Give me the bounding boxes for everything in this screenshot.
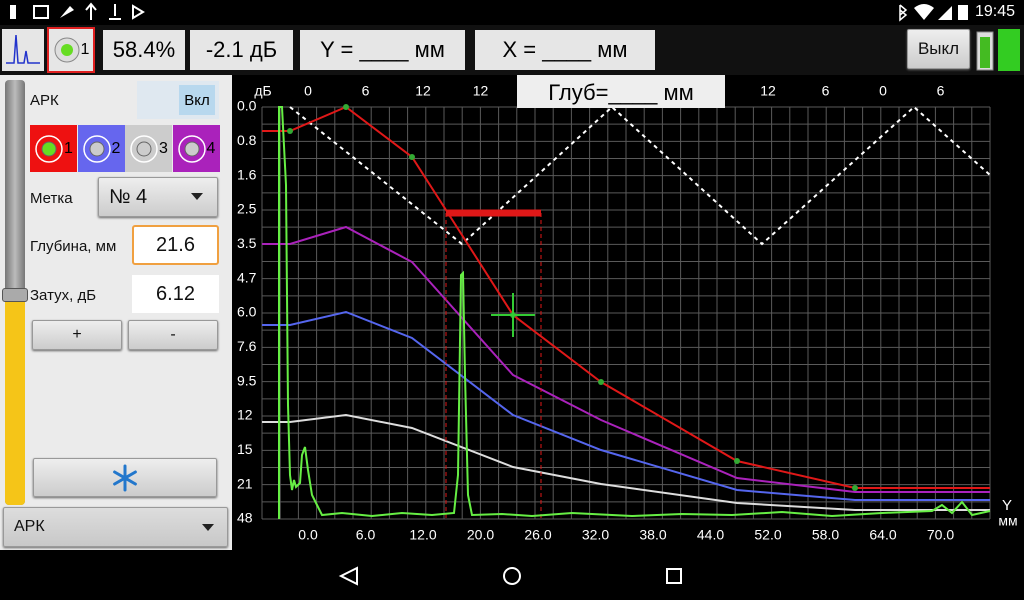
top-tick-label: 12 <box>415 83 431 99</box>
x-tick-label: 64.0 <box>869 527 896 543</box>
depth-box <box>517 75 725 108</box>
top-tick-label: 12 <box>473 83 489 99</box>
top-tick-label: 6 <box>362 83 370 99</box>
channel-number: 1 <box>80 41 90 58</box>
y-tick-label: 9.5 <box>237 372 257 388</box>
y-tick-label: 21 <box>237 475 253 491</box>
y-tick-label: 3.5 <box>237 235 257 251</box>
channel-select[interactable]: 2 <box>77 125 125 172</box>
minus-button[interactable]: - <box>128 320 218 350</box>
x-tick-label: 6.0 <box>356 527 376 543</box>
clock: 19:45 <box>975 3 1016 20</box>
y-tick-label: 1.6 <box>237 166 257 182</box>
y-tick-label: 48 <box>237 510 253 526</box>
home-button[interactable] <box>503 567 521 585</box>
status-icons <box>10 2 145 20</box>
gain-slider[interactable] <box>2 80 28 505</box>
x-tick-label: 12.0 <box>409 527 436 543</box>
scope-icon[interactable] <box>2 29 44 71</box>
depth-label: Глубина, мм <box>30 238 117 255</box>
dac-curve-3 <box>262 413 990 511</box>
dac-curve-1 <box>262 105 990 489</box>
slider-handle[interactable] <box>2 288 28 302</box>
top-tick-label: 0 <box>879 83 887 99</box>
scope: дБ Y мм 0.0 0.8 1.6 2.5 3.5 4.7 6.0 7.6 9.5 12 15 2… <box>237 75 1018 543</box>
x-unit: мм <box>998 513 1017 529</box>
a-scan-signal <box>278 106 991 519</box>
channel-label: 1 <box>64 139 73 157</box>
x-tick-label: 26.0 <box>524 527 551 543</box>
x-axis-label: Y <box>1002 497 1012 514</box>
cursor-cross <box>491 293 535 337</box>
y-tick-label: 6.0 <box>237 304 257 320</box>
y-tick-label: 0.8 <box>237 132 257 148</box>
off-button[interactable]: Выкл <box>907 29 970 69</box>
y-value: Y = ____ мм <box>300 30 465 70</box>
channel-select[interactable]: 3 <box>125 125 172 172</box>
on-toggle[interactable]: Вкл <box>137 81 219 119</box>
x-tick-label: 58.0 <box>812 527 839 543</box>
db-value: -2.1 дБ <box>190 30 293 70</box>
top-tick-label: 12 <box>760 83 776 99</box>
toolbar: 1 58.4% -2.1 дБ Y = ____ мм X = ____ мм … <box>0 25 1024 75</box>
y-tick-label: 0.0 <box>237 98 257 114</box>
channel-select[interactable]: 1 <box>30 125 77 172</box>
y-tick-label: 7.6 <box>237 338 257 354</box>
freeze-button[interactable] <box>33 458 217 497</box>
on-button[interactable]: Вкл <box>179 85 215 115</box>
ark-label: АРК <box>30 92 59 109</box>
recent-button[interactable] <box>666 568 682 584</box>
depth-box-text: Глуб=____ мм <box>548 80 694 105</box>
channel-button[interactable]: 1 <box>47 27 95 73</box>
channel-label: 3 <box>159 139 168 157</box>
top-tick-label: 6 <box>822 83 830 99</box>
y-tick-label: 4.7 <box>237 269 257 285</box>
y-tick-label: 15 <box>237 441 253 457</box>
x-tick-label: 52.0 <box>754 527 781 543</box>
battery <box>976 29 1020 71</box>
atten-input[interactable]: 6.12 <box>132 275 219 313</box>
x-tick-label: 0.0 <box>298 527 318 543</box>
status-bar: 19:45 <box>0 0 1024 25</box>
top-tick-label: 6 <box>937 83 945 99</box>
y-tick-label: 2.5 <box>237 201 257 217</box>
channel-select[interactable]: 4 <box>172 125 220 172</box>
mode-dropdown[interactable]: АРК <box>3 507 228 547</box>
x-tick-label: 70.0 <box>927 527 954 543</box>
x-tick-label: 38.0 <box>639 527 666 543</box>
top-tick-label: 0 <box>304 83 312 99</box>
channel-label: 4 <box>206 139 216 157</box>
mark-dropdown[interactable]: № 4 <box>98 177 218 217</box>
y-tick-label: 12 <box>237 407 253 423</box>
x-tick-label: 20.0 <box>467 527 494 543</box>
x-value: X = ____ мм <box>475 30 655 70</box>
dac-points <box>287 104 858 491</box>
atten-label: Затух, дБ <box>30 287 97 304</box>
channel-label: 2 <box>111 139 121 157</box>
nav-bar <box>338 566 682 586</box>
mode-value: АРК <box>14 518 45 535</box>
gate <box>445 209 542 519</box>
back-button[interactable] <box>338 566 358 586</box>
dac-curve-4 <box>262 225 990 493</box>
depth-input[interactable]: 21.6 <box>132 225 219 265</box>
x-tick-label: 44.0 <box>697 527 724 543</box>
db-unit: дБ <box>254 83 271 99</box>
mark-label: Метка <box>30 190 73 207</box>
x-tick-label: 32.0 <box>582 527 609 543</box>
plus-button[interactable]: + <box>32 320 122 350</box>
dac-curve-2 <box>262 310 990 501</box>
snowflake-icon <box>113 464 137 491</box>
system-icons <box>899 4 968 22</box>
mark-value: № 4 <box>109 185 148 208</box>
gain: 58.4% <box>103 30 185 70</box>
